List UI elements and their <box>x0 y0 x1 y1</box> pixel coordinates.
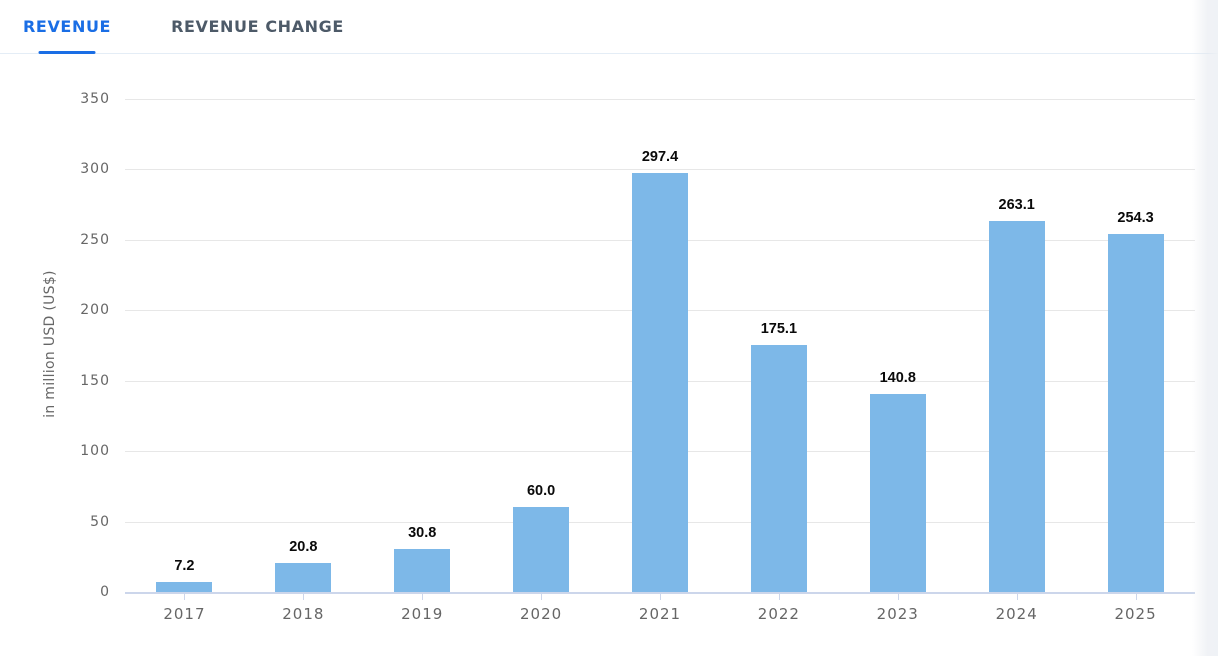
x-axis-tick <box>184 594 186 600</box>
y-axis-tick-label: 0 <box>100 584 110 600</box>
x-axis-tick <box>897 594 899 600</box>
x-axis-label: 2019 <box>401 605 444 623</box>
x-axis-line <box>125 592 1195 594</box>
bar-value-label: 263.1 <box>998 197 1035 214</box>
bar-value-label: 140.8 <box>879 369 916 386</box>
bar-2021[interactable] <box>632 173 688 592</box>
x-axis-tick <box>660 594 661 600</box>
tab-bar: REVENUE REVENUE CHANGE <box>23 17 404 54</box>
x-axis-tick <box>303 594 305 600</box>
y-axis-tick-label: 50 <box>90 513 110 530</box>
gridline <box>125 169 1195 171</box>
bar-2018[interactable] <box>275 562 332 592</box>
tab-revenue[interactable]: REVENUE <box>23 17 111 54</box>
y-axis-tick-label: 200 <box>80 302 110 319</box>
bar-value-label: 30.8 <box>408 524 437 541</box>
bar-2025[interactable] <box>1107 233 1164 592</box>
tab-separator <box>0 53 1218 54</box>
x-axis-tick <box>1016 594 1018 600</box>
y-axis-tick-label: 150 <box>80 372 110 389</box>
y-axis-tick-label: 250 <box>80 231 110 248</box>
x-axis-tick <box>541 594 543 600</box>
bar-value-label: 175.1 <box>760 321 798 338</box>
tab-revenue-change[interactable]: REVENUE CHANGE <box>171 17 344 36</box>
x-axis-tick <box>1135 594 1137 600</box>
bar-value-label: 20.8 <box>289 538 318 555</box>
x-axis-label: 2023 <box>876 605 919 623</box>
y-axis-title: in million USD (US$) <box>42 270 58 418</box>
bar-2017[interactable] <box>156 581 213 592</box>
bar-2022[interactable] <box>750 345 807 592</box>
x-axis-label: 2022 <box>757 605 800 623</box>
bar-2019[interactable] <box>394 548 451 592</box>
bar-value-label: 60.0 <box>526 483 556 500</box>
bar-value-label: 7.2 <box>174 557 195 574</box>
x-axis-tick <box>422 594 424 600</box>
bar-2020[interactable] <box>513 507 570 592</box>
x-axis-label: 2024 <box>995 605 1038 623</box>
x-axis-label: 2020 <box>520 605 563 623</box>
x-axis-label: 2025 <box>1114 605 1157 623</box>
x-axis-label: 2017 <box>163 605 206 623</box>
bar-value-label: 297.4 <box>641 149 679 166</box>
bar-value-label: 254.3 <box>1117 209 1154 226</box>
x-axis-label: 2021 <box>638 605 682 623</box>
x-axis-tick <box>778 594 780 600</box>
bar-2024[interactable] <box>988 221 1045 592</box>
y-axis-tick-label: 300 <box>80 161 110 178</box>
x-axis-label: 2018 <box>282 605 325 623</box>
bar-2023[interactable] <box>869 393 926 592</box>
y-axis-tick-label: 100 <box>80 443 110 460</box>
gridline <box>125 99 1195 100</box>
y-axis-tick-label: 350 <box>80 91 110 107</box>
